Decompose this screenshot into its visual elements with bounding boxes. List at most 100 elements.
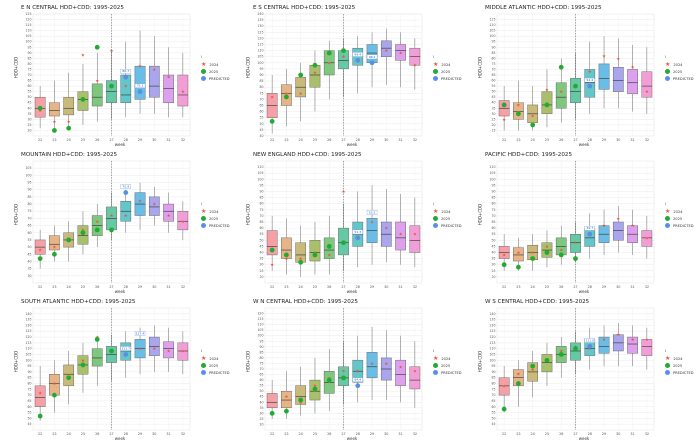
y-tick-label: 115 bbox=[257, 43, 263, 47]
y-tick-label: 55 bbox=[259, 116, 263, 120]
point-2025 bbox=[298, 72, 304, 78]
point-2024: ★ bbox=[284, 256, 288, 262]
y-tick-label: 25 bbox=[27, 123, 31, 127]
y-tick-label: 45 bbox=[491, 422, 495, 426]
y-tick-label: 65 bbox=[491, 220, 495, 224]
data-label-box bbox=[584, 338, 595, 343]
y-tick-label: 100 bbox=[257, 334, 263, 338]
dot-icon bbox=[201, 216, 206, 221]
y-tick-label: 135 bbox=[257, 18, 263, 22]
y-tick-label: 90 bbox=[27, 188, 31, 192]
legend-label: PREDICTED bbox=[673, 76, 694, 81]
x-tick-label: 30 bbox=[384, 285, 388, 289]
box bbox=[281, 218, 292, 275]
legend: l ★ 2024 2025 PREDICTED bbox=[665, 55, 694, 82]
legend: l ★ 2024 2025 PREDICTED bbox=[665, 349, 694, 376]
point-2025 bbox=[326, 50, 332, 56]
point-2024: ★ bbox=[399, 364, 403, 370]
point-2024: ★ bbox=[384, 226, 388, 232]
point-2025 bbox=[530, 122, 536, 128]
y-tick-label: 55 bbox=[27, 411, 31, 415]
box bbox=[541, 230, 553, 268]
x-tick-label: 22 bbox=[270, 285, 274, 289]
point-predicted bbox=[123, 352, 129, 357]
point-2024: ★ bbox=[341, 54, 345, 60]
x-tick-label: 24 bbox=[531, 138, 535, 142]
y-tick-label: 95 bbox=[491, 40, 495, 44]
x-tick-label: 28 bbox=[588, 138, 592, 142]
y-tick-label: 25 bbox=[491, 269, 495, 273]
y-tick-label: 110 bbox=[489, 347, 495, 351]
legend-item: 2025 bbox=[433, 362, 462, 369]
box bbox=[498, 86, 510, 131]
box bbox=[177, 201, 189, 240]
legend-item: ★ 2024 bbox=[433, 61, 462, 68]
legend-label: 2024 bbox=[209, 62, 219, 67]
point-2024: ★ bbox=[531, 250, 535, 256]
data-label: 117.4 bbox=[136, 331, 145, 335]
y-tick-label: 50 bbox=[259, 389, 263, 393]
point-2025 bbox=[516, 264, 521, 270]
dot-icon bbox=[665, 370, 670, 375]
y-axis-label: HDD+CDD bbox=[245, 203, 251, 226]
x-tick-label: 32 bbox=[181, 285, 185, 289]
point-2025 bbox=[516, 381, 521, 386]
x-tick-label: 27 bbox=[573, 432, 577, 436]
box bbox=[266, 380, 278, 419]
point-2024: ★ bbox=[341, 189, 345, 195]
x-tick-label: 24 bbox=[299, 432, 303, 436]
x-tick-label: 31 bbox=[398, 432, 402, 436]
x-tick-label: 28 bbox=[356, 285, 360, 289]
legend-label: 2025 bbox=[673, 216, 683, 221]
point-2024: ★ bbox=[181, 219, 185, 225]
legend-label: PREDICTED bbox=[209, 370, 230, 375]
y-tick-label: 90 bbox=[259, 190, 263, 194]
point-2024: ★ bbox=[341, 369, 345, 375]
y-tick-label: 105 bbox=[25, 34, 31, 38]
y-tick-label: 75 bbox=[491, 387, 495, 391]
y-tick-label: 65 bbox=[259, 220, 263, 224]
x-tick-label: 23 bbox=[516, 285, 520, 289]
y-tick-label: 120 bbox=[25, 335, 31, 339]
legend-item: ★ 2024 bbox=[665, 355, 694, 362]
point-2025 bbox=[573, 346, 578, 352]
chart-panel: 20 25 30 35 40 45 50 55 60 65 70 75 80 85 90 95 100 105 11… bbox=[237, 297, 469, 444]
star-icon: ★ bbox=[433, 354, 439, 362]
y-tick-label: 75 bbox=[259, 208, 263, 212]
x-tick-label: 29 bbox=[138, 285, 142, 289]
box bbox=[106, 50, 117, 120]
y-tick-label: 95 bbox=[27, 364, 31, 368]
data-label-box bbox=[584, 77, 595, 83]
x-tick-label: 27 bbox=[109, 138, 113, 142]
y-tick-label: 90 bbox=[259, 73, 263, 77]
x-tick-label: 29 bbox=[602, 432, 606, 436]
x-tick-label: 25 bbox=[545, 285, 549, 289]
point-2024: ★ bbox=[370, 220, 374, 226]
point-2024: ★ bbox=[270, 262, 274, 268]
x-tick-label: 32 bbox=[181, 432, 185, 436]
data-label: 111.7 bbox=[121, 346, 130, 350]
y-tick-label: 85 bbox=[259, 79, 263, 83]
legend-item: PREDICTED bbox=[665, 75, 694, 82]
dot-icon bbox=[201, 223, 206, 228]
dot-icon bbox=[433, 216, 438, 221]
point-2024: ★ bbox=[299, 91, 303, 97]
x-tick-label: 22 bbox=[270, 138, 274, 142]
x-axis-label: week bbox=[346, 142, 358, 147]
box bbox=[627, 209, 638, 255]
chart-title: MIDDLE ATLANTIC HDD+CDD: 1995-2025 bbox=[485, 5, 602, 11]
y-axis-label: HDD+CDD bbox=[245, 56, 251, 79]
x-tick-label: 32 bbox=[645, 138, 649, 142]
y-tick-label: 115 bbox=[257, 317, 263, 321]
point-2024: ★ bbox=[52, 381, 56, 387]
box bbox=[641, 47, 653, 114]
y-tick-label: 45 bbox=[491, 244, 495, 248]
y-tick-label: 45 bbox=[27, 422, 31, 426]
y-tick-label: 30 bbox=[259, 263, 263, 267]
point-2024: ★ bbox=[181, 89, 185, 95]
point-2024: ★ bbox=[109, 213, 113, 219]
x-tick-label: 25 bbox=[81, 432, 85, 436]
box bbox=[281, 371, 292, 419]
legend-item: ★ 2024 bbox=[665, 61, 694, 68]
